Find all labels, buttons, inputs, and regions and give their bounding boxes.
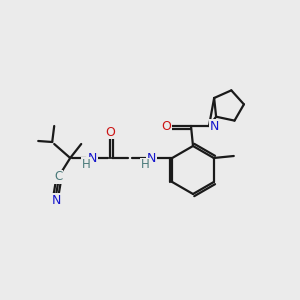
Text: O: O: [161, 119, 171, 133]
Text: C: C: [54, 170, 62, 184]
Text: N: N: [209, 119, 219, 133]
Text: N: N: [52, 194, 61, 206]
Text: H: H: [141, 158, 150, 172]
Text: H: H: [82, 158, 91, 170]
Text: N: N: [146, 152, 156, 166]
Text: N: N: [88, 152, 97, 164]
Text: O: O: [105, 125, 115, 139]
Text: N: N: [209, 119, 219, 133]
